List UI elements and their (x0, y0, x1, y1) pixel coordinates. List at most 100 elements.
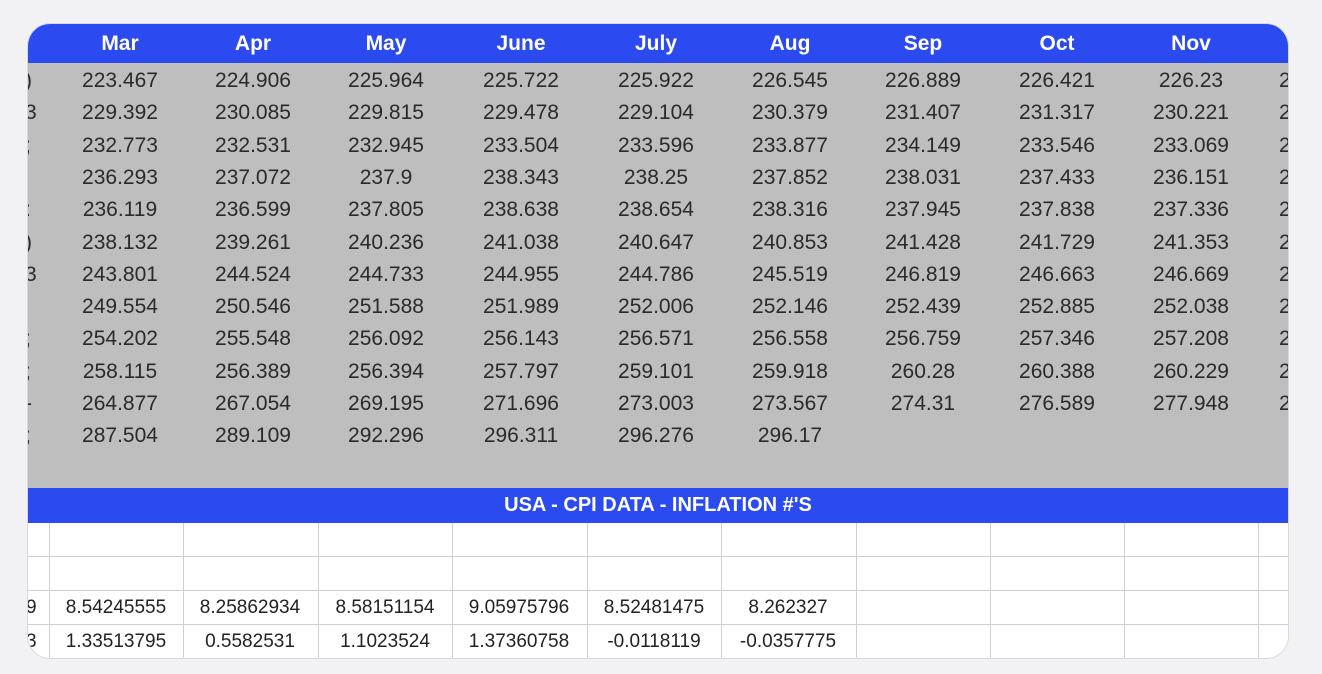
cpi-cell[interactable]: 255.548 (215, 327, 291, 351)
cpi-cell[interactable]: 259.101 (618, 359, 694, 383)
clipped-cell-left[interactable]: ; (28, 420, 37, 452)
cpi-cell[interactable]: 289.109 (215, 424, 291, 448)
cpi-cell[interactable]: 246.819 (885, 262, 961, 286)
cpi-cell[interactable]: 260.28 (890, 359, 956, 383)
clipped-cell-right[interactable]: 2 (1279, 392, 1288, 415)
sheet-cell[interactable] (50, 523, 182, 557)
sheet-cell[interactable]: -0.0118119 (607, 631, 701, 652)
cpi-cell[interactable]: 252.439 (885, 295, 961, 319)
cpi-cell[interactable]: 244.955 (483, 262, 559, 286)
cpi-cell[interactable]: 229.478 (483, 101, 559, 125)
cpi-cell[interactable]: 240.853 (752, 230, 828, 254)
cpi-cell[interactable] (992, 420, 1122, 452)
sheet-cell[interactable]: 8.52481475 (603, 597, 705, 618)
clipped-cell-right[interactable]: 2 (1279, 198, 1288, 222)
cpi-cell[interactable]: 249.554 (82, 295, 158, 319)
sheet-cell[interactable]: 8.58151154 (335, 597, 435, 618)
clipped-cell-left[interactable] (28, 557, 44, 591)
cpi-cell[interactable]: 296.276 (618, 424, 694, 448)
cpi-cell[interactable]: 223.467 (82, 69, 158, 92)
cpi-cell[interactable]: 224.906 (215, 69, 291, 92)
sheet-cell[interactable]: 1.1023524 (340, 631, 430, 652)
cpi-cell[interactable]: 230.379 (752, 101, 828, 125)
cpi-cell[interactable]: 229.104 (618, 101, 694, 125)
cpi-cell[interactable]: 238.25 (623, 165, 689, 189)
cpi-cell[interactable]: 264.877 (82, 392, 158, 415)
cpi-cell[interactable]: 238.343 (483, 165, 559, 189)
cpi-cell[interactable]: 225.722 (483, 69, 559, 92)
cpi-cell[interactable]: 226.421 (1019, 69, 1095, 92)
cpi-cell[interactable]: 252.006 (618, 295, 694, 319)
cpi-cell[interactable]: 273.567 (752, 392, 828, 415)
cpi-cell[interactable]: 245.519 (752, 262, 828, 286)
clipped-cell-left[interactable]: 3 (28, 262, 37, 286)
cpi-cell[interactable]: 250.546 (215, 295, 291, 319)
cpi-cell[interactable]: 232.945 (348, 133, 424, 157)
cpi-cell[interactable]: 252.885 (1019, 295, 1095, 319)
cpi-cell[interactable]: 232.531 (215, 133, 291, 157)
cpi-cell[interactable]: 229.392 (82, 101, 158, 125)
cpi-cell[interactable]: 256.092 (348, 327, 424, 351)
cpi-cell[interactable]: 252.038 (1153, 295, 1229, 319)
cpi-cell[interactable]: 236.151 (1153, 165, 1229, 189)
cpi-cell[interactable]: 256.389 (215, 359, 291, 383)
sheet-cell[interactable]: 1.33513795 (65, 631, 167, 652)
clipped-cell-left[interactable]: 3 (28, 631, 37, 652)
sheet-cell[interactable] (722, 557, 854, 591)
cpi-cell[interactable]: 267.054 (215, 392, 291, 415)
cpi-cell[interactable]: 244.786 (618, 262, 694, 286)
cpi-cell[interactable]: 256.759 (885, 327, 961, 351)
month-header-mar[interactable]: Mar (101, 32, 139, 55)
month-header-nov[interactable]: Nov (1171, 32, 1211, 55)
cpi-cell[interactable]: 246.669 (1153, 262, 1229, 286)
cpi-cell[interactable]: 237.336 (1153, 198, 1229, 222)
clipped-cell-right[interactable]: 2 (1279, 69, 1288, 92)
clipped-cell-right[interactable]: 2 (1279, 230, 1288, 254)
cpi-cell[interactable]: 269.195 (348, 392, 424, 415)
clipped-cell-left[interactable] (28, 162, 37, 194)
cpi-cell[interactable]: 287.504 (82, 424, 158, 448)
cpi-cell[interactable]: 236.119 (82, 198, 158, 222)
sheet-cell[interactable] (184, 557, 316, 591)
cpi-cell[interactable] (858, 420, 988, 452)
sheet-cell[interactable] (588, 523, 720, 557)
cpi-cell[interactable]: 241.038 (483, 230, 559, 254)
clipped-cell-left[interactable]: 3 (28, 101, 37, 125)
cpi-cell[interactable]: 256.143 (483, 327, 559, 351)
cpi-cell[interactable]: 226.889 (885, 69, 961, 92)
cpi-cell[interactable]: 257.346 (1019, 327, 1095, 351)
cpi-cell[interactable]: 230.221 (1153, 101, 1229, 125)
cpi-cell[interactable]: 251.989 (483, 295, 559, 319)
cpi-cell[interactable]: 230.085 (215, 101, 291, 125)
cpi-cell[interactable]: 271.696 (483, 392, 559, 415)
cpi-cell[interactable]: 240.647 (618, 230, 694, 254)
cpi-cell[interactable]: 259.918 (752, 359, 828, 383)
cpi-cell[interactable]: 236.599 (215, 198, 291, 222)
cpi-cell[interactable]: 237.852 (752, 165, 828, 189)
cpi-cell[interactable]: 244.733 (348, 262, 424, 286)
clipped-cell-right[interactable] (1279, 420, 1288, 452)
cpi-cell[interactable]: 240.236 (348, 230, 424, 254)
cpi-cell[interactable]: 241.428 (885, 230, 961, 254)
cpi-cell[interactable]: 237.9 (359, 165, 413, 189)
month-header-may[interactable]: May (365, 32, 407, 55)
cpi-cell[interactable]: 231.317 (1019, 101, 1095, 125)
month-header-june[interactable]: June (496, 32, 546, 55)
month-header-july[interactable]: July (634, 32, 678, 55)
clipped-cell-left[interactable]: ; (28, 130, 37, 162)
sheet-cell[interactable] (722, 523, 854, 557)
cpi-cell[interactable]: 256.558 (752, 327, 828, 351)
cpi-cell[interactable]: 273.003 (618, 392, 694, 415)
cpi-cell[interactable]: 225.964 (348, 69, 424, 92)
cpi-cell[interactable]: 237.838 (1019, 198, 1095, 222)
clipped-cell-left[interactable]: ) (28, 227, 37, 259)
cpi-cell[interactable]: 260.229 (1153, 359, 1229, 383)
cpi-cell[interactable]: 233.877 (752, 133, 828, 157)
cpi-cell[interactable]: 238.031 (885, 165, 961, 189)
cpi-cell[interactable]: 292.296 (348, 424, 424, 448)
month-header-aug[interactable]: Aug (769, 32, 811, 55)
clipped-cell-left[interactable]: - (28, 388, 37, 420)
sheet-cell[interactable] (453, 557, 585, 591)
sheet-cell[interactable]: -0.0357775 (739, 631, 837, 652)
clipped-cell-left[interactable]: ) (28, 65, 37, 97)
